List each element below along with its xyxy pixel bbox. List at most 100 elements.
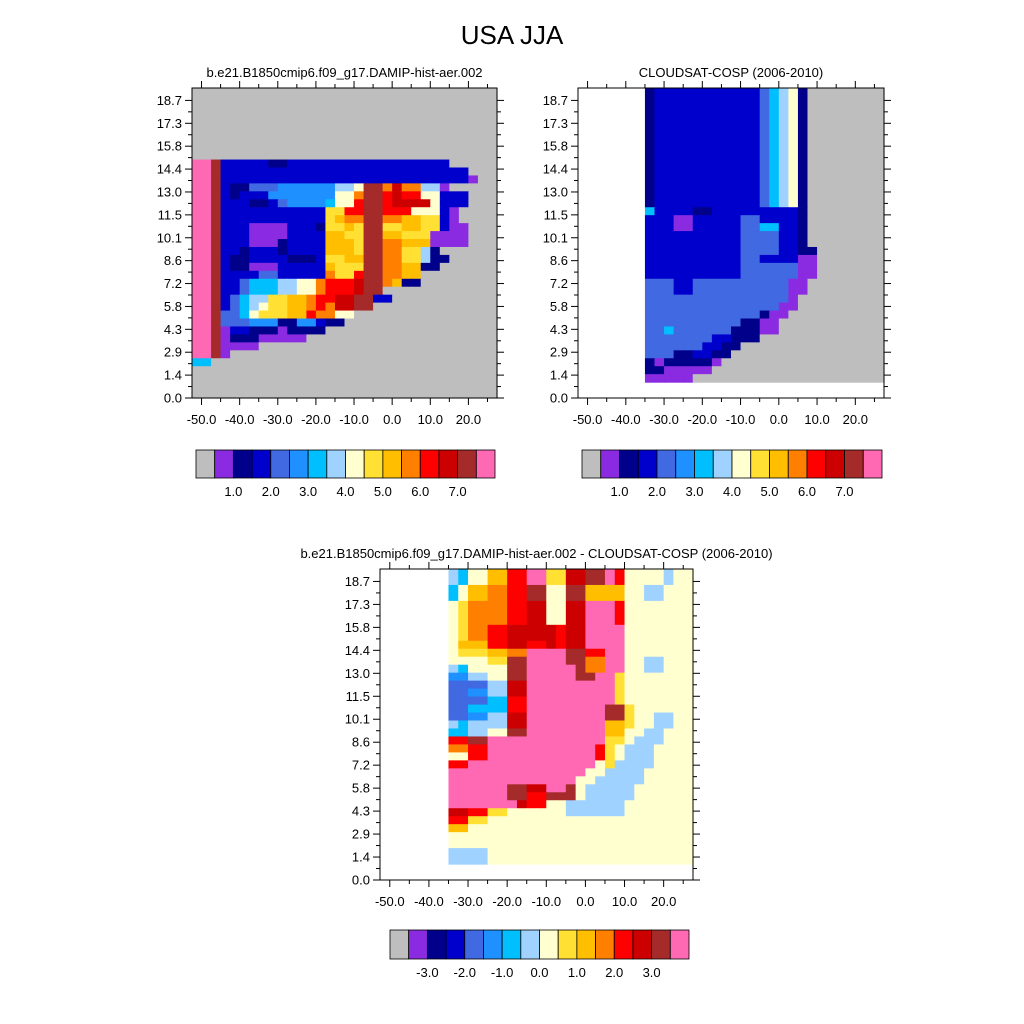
heatmap-cell (487, 159, 498, 169)
heatmap-cell (624, 696, 635, 706)
heatmap-cell (487, 175, 498, 184)
heatmap-cell (826, 254, 837, 264)
heatmap-cell (507, 784, 518, 793)
heatmap-cell (797, 223, 809, 232)
heatmap-cell (565, 664, 577, 674)
heatmap-cell (315, 159, 327, 169)
heatmap-cell (411, 326, 422, 336)
heatmap-cell (526, 752, 538, 761)
heatmap-cell (864, 342, 876, 351)
heatmap-cell (874, 286, 885, 296)
heatmap-cell (306, 382, 317, 391)
heatmap-cell (477, 672, 489, 682)
heatmap-cell (721, 262, 732, 272)
heatmap-cell (721, 88, 732, 208)
heatmap-cell (344, 191, 355, 200)
heatmap-cell (258, 342, 269, 351)
heatmap-cell (807, 350, 818, 359)
heatmap-cell (439, 223, 450, 232)
heatmap-cell (249, 223, 260, 232)
heatmap-cell (448, 776, 459, 785)
heatmap-cell (448, 752, 459, 761)
heatmap-cell (546, 808, 557, 817)
heatmap-cell (401, 350, 412, 359)
heatmap-cell (430, 167, 441, 177)
heatmap-cell (401, 318, 412, 328)
y-tick-label: 5.8 (352, 781, 370, 796)
heatmap-cell (468, 270, 479, 280)
heatmap-cell (653, 688, 665, 698)
heatmap-cell (468, 254, 479, 264)
heatmap-cell (546, 656, 557, 666)
heatmap-cell (759, 262, 770, 272)
heatmap-cell (334, 191, 346, 200)
heatmap-cell (663, 696, 675, 706)
heatmap-cell (556, 696, 567, 706)
heatmap-cell (683, 648, 694, 658)
heatmap-cell (315, 302, 327, 312)
heatmap-cell (664, 358, 675, 367)
heatmap-cell (354, 207, 365, 216)
heatmap-cell (692, 374, 703, 383)
heatmap-cell (401, 310, 412, 320)
heatmap-cell (836, 358, 847, 367)
heatmap-cell (817, 334, 828, 343)
heatmap-cell (673, 680, 684, 690)
heatmap-cell (287, 302, 298, 312)
heatmap-cell (220, 167, 231, 177)
heatmap-cell (458, 816, 469, 825)
heatmap-cell (683, 752, 694, 761)
heatmap-cell (315, 382, 327, 391)
heatmap-cell (673, 302, 684, 312)
heatmap-cell (468, 191, 479, 200)
heatmap-cell (653, 848, 665, 857)
heatmap-cell (546, 752, 557, 761)
heatmap-cell (575, 569, 587, 586)
heatmap-cell (382, 262, 393, 272)
heatmap-cell (458, 856, 469, 865)
heatmap-cell (702, 278, 713, 288)
heatmap-cell (759, 310, 770, 320)
heatmap-cell (449, 326, 460, 336)
heatmap-cell (634, 624, 645, 642)
heatmap-cell (497, 624, 508, 642)
heatmap-cell (653, 856, 665, 865)
heatmap-cell (585, 856, 596, 865)
heatmap-cell (401, 382, 412, 391)
heatmap-cell (449, 175, 460, 184)
heatmap-cell (220, 278, 231, 288)
heatmap-cell (344, 231, 355, 240)
heatmap-cell (585, 664, 596, 674)
heatmap-cell (663, 800, 675, 809)
heatmap-cell (604, 720, 616, 730)
heatmap-cell (439, 88, 450, 161)
heatmap-cell (401, 262, 412, 272)
heatmap-cell (430, 326, 441, 336)
heatmap-cell (268, 310, 279, 320)
heatmap-cell (468, 776, 479, 785)
heatmap-cell (817, 342, 828, 351)
heatmap-cell (382, 366, 393, 375)
heatmap-cell (864, 358, 876, 367)
heatmap-cell (817, 231, 828, 240)
heatmap-cell (556, 800, 567, 809)
heatmap-cell (673, 239, 684, 248)
heatmap-cell (634, 600, 645, 626)
heatmap-cell (855, 286, 866, 296)
heatmap-cell (673, 672, 684, 682)
heatmap-cell (817, 88, 828, 208)
heatmap-cell (411, 207, 422, 216)
heatmap-cell (439, 167, 450, 177)
heatmap-cell (759, 246, 770, 256)
y-tick-label: 0.0 (164, 391, 182, 406)
heatmap-cell (220, 302, 231, 312)
heatmap-cell (430, 318, 441, 328)
heatmap-cell (575, 816, 587, 825)
heatmap-cell (516, 760, 528, 769)
heatmap-cell (507, 672, 518, 682)
heatmap-cell (448, 672, 459, 682)
heatmap-cell (468, 688, 479, 698)
heatmap-cell (526, 648, 538, 658)
heatmap-cell (354, 278, 365, 288)
heatmap-cell (477, 159, 489, 169)
